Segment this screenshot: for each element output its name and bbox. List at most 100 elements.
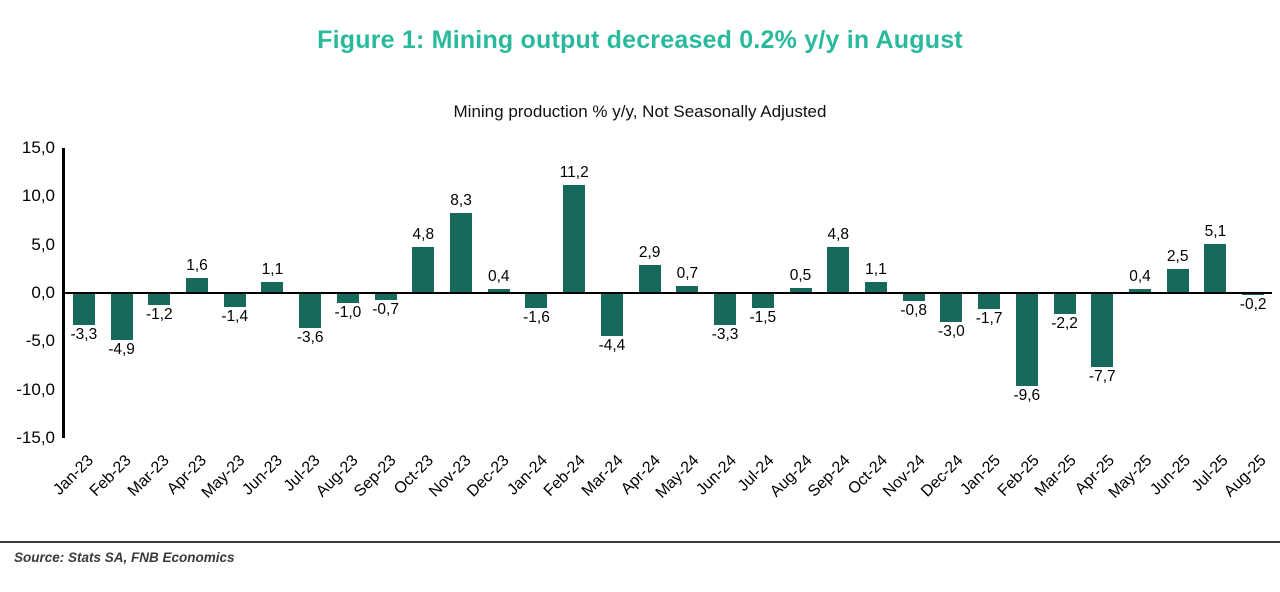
value-label-nov-23: 8,3 (450, 191, 472, 209)
bar-slot-jul-24: -1,5 (744, 148, 782, 438)
bar-slot-jan-23: -3,3 (65, 148, 103, 438)
x-axis-labels: Jan-23 Feb-23 Mar-23 Apr-23 May-23 Jun-23 Jul-… (50, 444, 1272, 540)
bar-nov-24 (902, 293, 925, 301)
value-label-may-23: -1,4 (221, 307, 249, 325)
x-tick-label-nov-24: Nov-24 (880, 452, 929, 501)
bar-slot-apr-24: 2,9 (631, 148, 669, 438)
value-label-jan-24: -1,6 (523, 309, 550, 327)
value-label-sep-23: -0,7 (372, 300, 399, 318)
x-tick-label-mar-24: Mar-24 (578, 452, 627, 500)
bar-slot-aug-24: 0,5 (782, 148, 820, 438)
value-label-nov-24: -0,8 (900, 301, 928, 319)
bar-may-25 (1128, 289, 1151, 293)
bar-slot-feb-23: -4,9 (103, 148, 141, 438)
bar-slot-mar-23: -1,2 (140, 148, 178, 438)
x-tick-label-mar-23: Mar-23 (124, 452, 173, 500)
y-tick-label: 0,0 (31, 283, 55, 302)
bar-jul-25 (1204, 243, 1227, 293)
bar-slot-aug-23: -1,0 (329, 148, 367, 438)
bar-slot-feb-24: 11,2 (555, 148, 593, 438)
plot-area: 15,0 10,0 5,0 0,0 -5,0 -10,0 -15,0 -3,3 -4,9 -1,… (16, 138, 1272, 447)
value-label-dec-23: 0,4 (487, 268, 510, 286)
bar-series: -3,3 -4,9 -1,2 1,6 -1,4 1,1 -3,6 -1,0 -0,7 4,8 8,3… (65, 148, 1272, 438)
bar-slot-may-25: 0,4 (1121, 148, 1159, 438)
value-label-oct-23: 4,8 (412, 225, 435, 243)
x-tick-label-nov-23: Nov-23 (426, 452, 476, 501)
value-label-jan-25: -1,7 (975, 310, 1003, 328)
bar-slot-mar-24: -4,4 (593, 148, 631, 438)
bar-slot-mar-25: -2,2 (1046, 148, 1084, 438)
bar-slot-sep-24: 4,8 (819, 148, 857, 438)
y-tick-label: -5,0 (25, 331, 55, 351)
bar-apr-25 (1091, 293, 1114, 368)
value-label-sep-24: 4,8 (827, 225, 850, 243)
value-label-apr-23: 1,6 (186, 256, 208, 274)
bar-slot-jul-23: -3,6 (291, 148, 329, 438)
bar-nov-23 (450, 212, 473, 293)
x-tick-label-feb-25: Feb-25 (994, 452, 1043, 500)
bar-mar-24 (600, 293, 623, 336)
value-label-jun-25: 2,5 (1166, 247, 1189, 265)
y-tick-label: 5,0 (31, 234, 55, 254)
bar-jun-24 (714, 293, 737, 325)
y-tick-label: -10,0 (16, 379, 55, 399)
value-label-aug-25: -0,2 (1239, 295, 1267, 313)
bar-slot-jan-24: -1,6 (518, 148, 556, 438)
bar-dec-24 (940, 293, 963, 322)
bar-slot-sep-23: -0,7 (367, 148, 405, 438)
figure-title: Figure 1: Mining output decreased 0.2% y… (317, 26, 963, 54)
bar-slot-nov-24: -0,8 (895, 148, 933, 438)
bar-jun-23 (261, 282, 284, 293)
x-tick-label-jan-25: Jan-25 (957, 452, 1005, 499)
bar-apr-23 (186, 277, 209, 293)
bar-mar-23 (148, 293, 171, 305)
value-label-may-24: 0,7 (676, 265, 699, 283)
value-label-mar-25: -2,2 (1051, 315, 1078, 333)
bar-may-23 (223, 293, 246, 307)
x-tick-label-mar-25: Mar-25 (1032, 452, 1081, 500)
bar-slot-apr-25: -7,7 (1083, 148, 1121, 438)
value-label-jan-23: -3,3 (70, 325, 98, 343)
y-tick-label: 10,0 (21, 186, 55, 206)
x-tick-label-jun-24: Jun-24 (693, 452, 740, 499)
bar-sep-24 (827, 246, 850, 293)
source-text: Source: Stats SA, FNB Economics (14, 550, 235, 565)
bar-apr-24 (638, 264, 661, 293)
bar-jan-25 (978, 293, 1001, 310)
bar-slot-dec-24: -3,0 (933, 148, 971, 438)
y-tick-label: -15,0 (16, 428, 55, 447)
bar-aug-24 (789, 288, 812, 293)
bar-slot-nov-23: 8,3 (442, 148, 480, 438)
bar-slot-jun-24: -3,3 (706, 148, 744, 438)
bar-slot-may-24: 0,7 (669, 148, 707, 438)
value-label-feb-24: 11,2 (559, 163, 589, 181)
x-tick-label-jun-25: Jun-25 (1146, 452, 1194, 499)
bar-jul-24 (751, 293, 774, 308)
x-tick-label-feb-23: Feb-23 (86, 452, 135, 500)
value-label-mar-24: -4,4 (598, 336, 626, 354)
value-label-jul-25: 5,1 (1204, 222, 1227, 240)
bar-dec-23 (487, 289, 510, 293)
value-label-jun-23: 1,1 (261, 261, 284, 279)
value-label-feb-25: -9,6 (1013, 386, 1041, 404)
bar-slot-oct-24: 1,1 (857, 148, 895, 438)
y-axis-labels: 15,0 10,0 5,0 0,0 -5,0 -10,0 -15,0 (3, 138, 57, 447)
value-label-may-25: 0,4 (1129, 268, 1151, 286)
x-tick-label-dec-23: Dec-23 (464, 452, 513, 501)
bar-jul-23 (299, 293, 322, 328)
value-label-apr-25: -7,7 (1088, 368, 1116, 386)
footer-divider (0, 541, 1280, 543)
bar-slot-may-23: -1,4 (216, 148, 254, 438)
bar-slot-jun-25: 2,5 (1159, 148, 1197, 438)
bar-mar-25 (1053, 293, 1076, 315)
chart-subtitle: Mining production % y/y, Not Seasonally … (453, 102, 827, 121)
bar-feb-23 (110, 293, 133, 341)
bar-slot-jan-25: -1,7 (970, 148, 1008, 438)
bar-oct-23 (412, 246, 435, 293)
bar-feb-25 (1015, 293, 1038, 386)
value-label-oct-24: 1,1 (865, 261, 887, 279)
bar-jan-23 (72, 293, 95, 325)
value-label-aug-24: 0,5 (789, 267, 812, 285)
value-label-jun-24: -3,3 (711, 325, 739, 343)
bar-slot-feb-25: -9,6 (1008, 148, 1046, 438)
